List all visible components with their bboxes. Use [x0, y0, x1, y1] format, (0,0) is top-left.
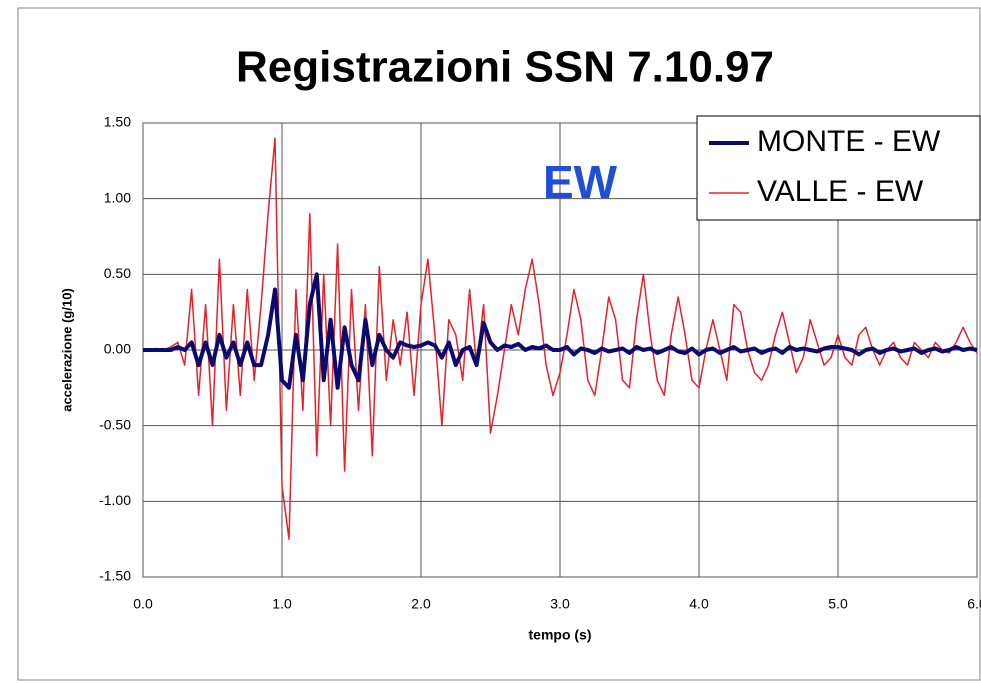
y-tick-label: 1.00 — [104, 189, 131, 205]
annotation: EW — [543, 156, 618, 208]
x-axis-label: tempo (s) — [529, 627, 592, 643]
y-tick-label: 1.50 — [104, 114, 131, 130]
x-tick-label: 1.0 — [272, 596, 292, 612]
y-tick-label: 0.00 — [104, 341, 131, 357]
x-tick-label: 0.0 — [133, 596, 153, 612]
series-line — [143, 272, 978, 390]
x-tick-label: 3.0 — [550, 596, 570, 612]
x-tick-label: 4.0 — [689, 596, 709, 612]
y-tick-label: -1.00 — [99, 492, 131, 508]
y-tick-label: -1.50 — [99, 568, 131, 584]
series-line — [143, 137, 978, 540]
x-tick-label: 5.0 — [828, 596, 848, 612]
legend-box — [696, 115, 981, 221]
x-tick-label: 6.0 — [967, 596, 981, 612]
y-tick-label: 0.50 — [104, 265, 131, 281]
legend-label: MONTE - EW — [757, 125, 941, 158]
legend-label: VALLE - EW — [757, 175, 924, 208]
chart-title: Registrazioni SSN 7.10.97 — [236, 43, 774, 92]
y-axis-label: accelerazione (g/10) — [59, 288, 74, 412]
y-tick-label: -0.50 — [99, 416, 131, 432]
x-tick-label: 2.0 — [411, 596, 431, 612]
